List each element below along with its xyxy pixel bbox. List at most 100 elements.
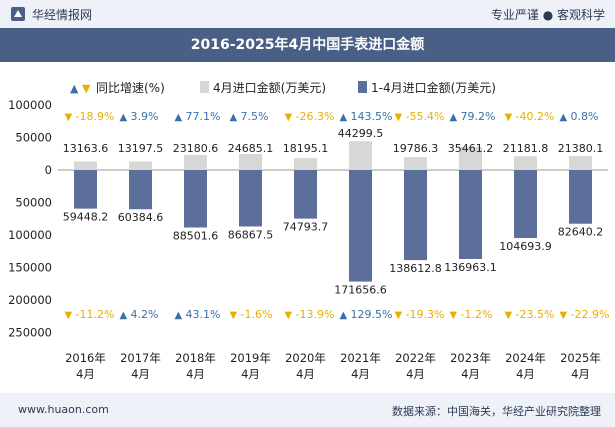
bar-monthly: [569, 156, 592, 170]
growth-label-monthly-arrow-icon: ▼: [285, 112, 293, 123]
x-tick-year: 2018年: [175, 351, 216, 365]
data-label-cumulative: 60384.6: [118, 211, 164, 224]
growth-label-cumulative: 4.2%: [131, 308, 159, 321]
data-label-monthly: 44299.5: [338, 127, 384, 140]
x-tick-month: 4月: [296, 367, 315, 381]
x-tick-year: 2025年: [560, 351, 601, 365]
huajing-logo-icon: [11, 7, 25, 21]
growth-label-monthly-arrow-icon: ▲: [120, 112, 128, 123]
growth-label-cumulative-arrow-icon: ▲: [175, 310, 183, 321]
growth-label-monthly-arrow-icon: ▲: [340, 112, 348, 123]
growth-label-monthly: 143.5%: [351, 110, 393, 123]
bar-monthly: [404, 157, 427, 170]
data-label-cumulative: 88501.6: [173, 230, 219, 243]
growth-label-cumulative: -11.2%: [76, 308, 115, 321]
growth-label-cumulative: 129.5%: [351, 308, 393, 321]
bar-monthly: [459, 146, 482, 170]
bar-cumulative: [404, 170, 427, 261]
legend-swatch-monthly: [200, 81, 209, 93]
x-tick-year: 2016年: [65, 351, 106, 365]
growth-label-monthly-arrow-icon: ▲: [450, 112, 458, 123]
growth-label-cumulative: -1.2%: [461, 308, 493, 321]
legend-up-triangle-icon: ▲: [70, 82, 79, 95]
bar-monthly: [239, 153, 262, 170]
bar-cumulative: [349, 170, 372, 282]
bar-monthly: [349, 141, 372, 170]
x-tick-month: 4月: [76, 367, 95, 381]
data-label-cumulative: 82640.2: [558, 226, 604, 239]
growth-label-monthly: -26.3%: [296, 110, 335, 123]
bar-cumulative: [129, 170, 152, 210]
growth-label-monthly: -55.4%: [406, 110, 445, 123]
data-label-cumulative: 136963.1: [444, 261, 497, 274]
growth-label-cumulative: -19.3%: [406, 308, 445, 321]
brand-name: 华经情报网: [32, 8, 93, 22]
y-tick-label: 100000: [8, 98, 52, 112]
bar-monthly: [129, 161, 152, 170]
legend-swatch-cumulative: [358, 81, 367, 93]
growth-label-monthly: 79.2%: [461, 110, 496, 123]
growth-label-cumulative-arrow-icon: ▲: [120, 310, 128, 321]
growth-label-cumulative: -1.6%: [241, 308, 273, 321]
data-label-cumulative: 74793.7: [283, 221, 329, 234]
y-tick-label: 250000: [8, 326, 52, 340]
data-label-monthly: 19786.3: [393, 142, 439, 155]
growth-label-monthly-arrow-icon: ▼: [65, 112, 73, 123]
growth-label-monthly: -18.9%: [76, 110, 115, 123]
header-bar: 华经情报网 专业严谨 ● 客观科学: [0, 0, 615, 28]
growth-label-cumulative: 43.1%: [186, 308, 221, 321]
growth-label-cumulative: -23.5%: [516, 308, 555, 321]
legend: ▲ ▼ 同比增速(%) 4月进口金额(万美元) 1-4月进口金额(万美元): [70, 80, 496, 95]
x-tick-year: 2019年: [230, 351, 271, 365]
bars: [74, 141, 592, 282]
x-tick-month: 4月: [131, 367, 150, 381]
bar-cumulative: [74, 170, 97, 209]
bar-cumulative: [514, 170, 537, 239]
growth-label-monthly: 77.1%: [186, 110, 221, 123]
data-label-monthly: 13197.5: [118, 142, 164, 155]
data-label-monthly: 23180.6: [173, 142, 219, 155]
x-tick-month: 4月: [241, 367, 260, 381]
data-label-cumulative: 138612.8: [389, 262, 442, 275]
legend-label-monthly: 4月进口金额(万美元): [213, 80, 326, 95]
growth-label-monthly-arrow-icon: ▼: [505, 112, 513, 123]
y-tick-label: 200000: [8, 293, 52, 307]
data-label-cumulative: 171656.6: [334, 284, 387, 297]
data-label-monthly: 13163.6: [63, 142, 109, 155]
data-label-cumulative: 59448.2: [63, 211, 109, 224]
growth-label-cumulative-arrow-icon: ▼: [230, 310, 238, 321]
growth-label-cumulative-arrow-icon: ▼: [395, 310, 403, 321]
growth-label-monthly-arrow-icon: ▲: [230, 112, 238, 123]
bar-cumulative: [294, 170, 317, 219]
x-tick-month: 4月: [186, 367, 205, 381]
growth-label-monthly-arrow-icon: ▲: [175, 112, 183, 123]
x-tick-year: 2023年: [450, 351, 491, 365]
growth-label-cumulative-arrow-icon: ▼: [65, 310, 73, 321]
footer-bar: www.huaon.com 数据来源：中国海关，华经产业研究院整理: [0, 393, 615, 427]
bar-cumulative: [459, 170, 482, 260]
growth-label-monthly: -40.2%: [516, 110, 555, 123]
growth-label-cumulative-arrow-icon: ▲: [340, 310, 348, 321]
data-label-monthly: 35461.2: [448, 142, 494, 155]
x-tick-year: 2022年: [395, 351, 436, 365]
x-tick-month: 4月: [461, 367, 480, 381]
x-axis: 2016年 4月 2017年 4月 2018年 4月 2019年 4月 2020年 4月 2021年…: [65, 351, 601, 381]
x-tick-year: 2020年: [285, 351, 326, 365]
x-tick-month: 4月: [571, 367, 590, 381]
data-source: 数据来源：中国海关，华经产业研究院整理: [392, 405, 601, 418]
slogan: 专业严谨 ● 客观科学: [490, 8, 605, 22]
y-tick-label: 50000: [15, 196, 52, 210]
legend-down-triangle-icon: ▼: [82, 82, 91, 95]
x-tick-month: 4月: [406, 367, 425, 381]
x-tick-year: 2017年: [120, 351, 161, 365]
growth-label-cumulative: -13.9%: [296, 308, 335, 321]
growth-label-cumulative-arrow-icon: ▼: [450, 310, 458, 321]
growth-label-monthly: 3.9%: [131, 110, 159, 123]
data-label-monthly: 18195.1: [283, 142, 329, 155]
growth-label-monthly: 0.8%: [571, 110, 599, 123]
y-tick-label: 150000: [8, 261, 52, 275]
data-label-cumulative: 104693.9: [499, 240, 552, 253]
data-label-monthly: 21380.1: [558, 142, 604, 155]
growth-label-cumulative-arrow-icon: ▼: [560, 310, 568, 321]
